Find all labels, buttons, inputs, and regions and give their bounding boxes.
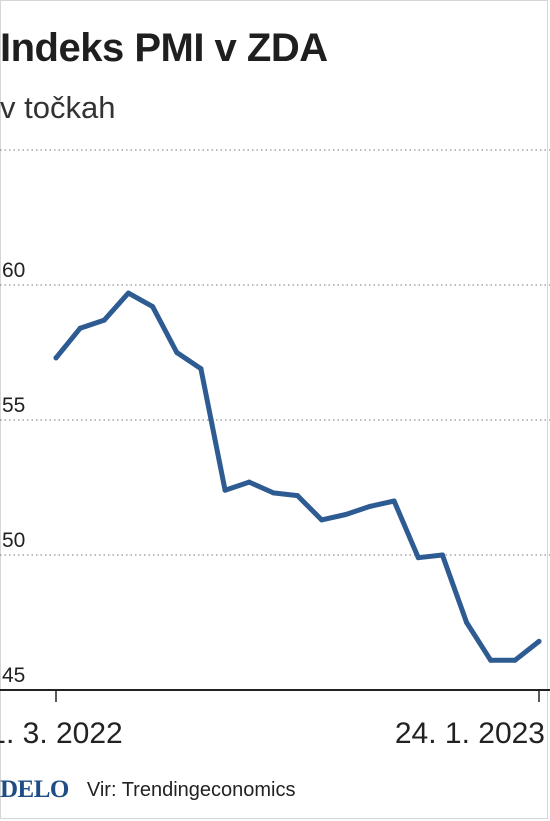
- y-tick-label-60: 60: [2, 259, 25, 282]
- line-chart: 45 50 55 60 1. 3. 2022 24. 1. 2023: [0, 149, 550, 750]
- data-point-5: [174, 350, 180, 355]
- delo-logo: DELO: [0, 776, 69, 803]
- data-point-13: [367, 503, 373, 509]
- data-point-18: [488, 657, 494, 663]
- x-tick-label-1: 24. 1. 2023: [395, 717, 545, 750]
- data-point-7: [222, 487, 228, 493]
- chart-title: Indeks PMI v ZDA: [0, 26, 328, 70]
- y-tick-label-55: 55: [2, 394, 25, 417]
- y-tick-label-45: 45: [2, 664, 25, 687]
- data-point-4: [150, 304, 156, 310]
- chart-subtitle: v točkah: [0, 90, 116, 125]
- y-tick-label-50: 50: [2, 529, 25, 552]
- data-point-2: [101, 317, 107, 323]
- data-point-11: [319, 517, 325, 523]
- data-point-0: [53, 355, 59, 361]
- data-point-9: [270, 490, 276, 496]
- data-point-3: [125, 290, 131, 296]
- data-point-15: [415, 555, 421, 561]
- data-point-8: [246, 479, 252, 485]
- data-point-10: [295, 493, 300, 499]
- data-point-20: [536, 638, 542, 644]
- data-point-17: [464, 620, 470, 625]
- source-note: Vir: Trendingeconomics: [86, 778, 296, 801]
- data-point-19: [512, 657, 518, 663]
- data-point-1: [77, 325, 83, 331]
- data-point-14: [391, 498, 397, 504]
- footer: DELO Vir: Trendingeconomics: [0, 772, 295, 808]
- series-line: [53, 290, 542, 663]
- data-point-16: [439, 552, 445, 558]
- data-point-12: [343, 512, 349, 517]
- x-tick-label-0: 1. 3. 2022: [0, 717, 123, 750]
- data-point-6: [198, 366, 204, 372]
